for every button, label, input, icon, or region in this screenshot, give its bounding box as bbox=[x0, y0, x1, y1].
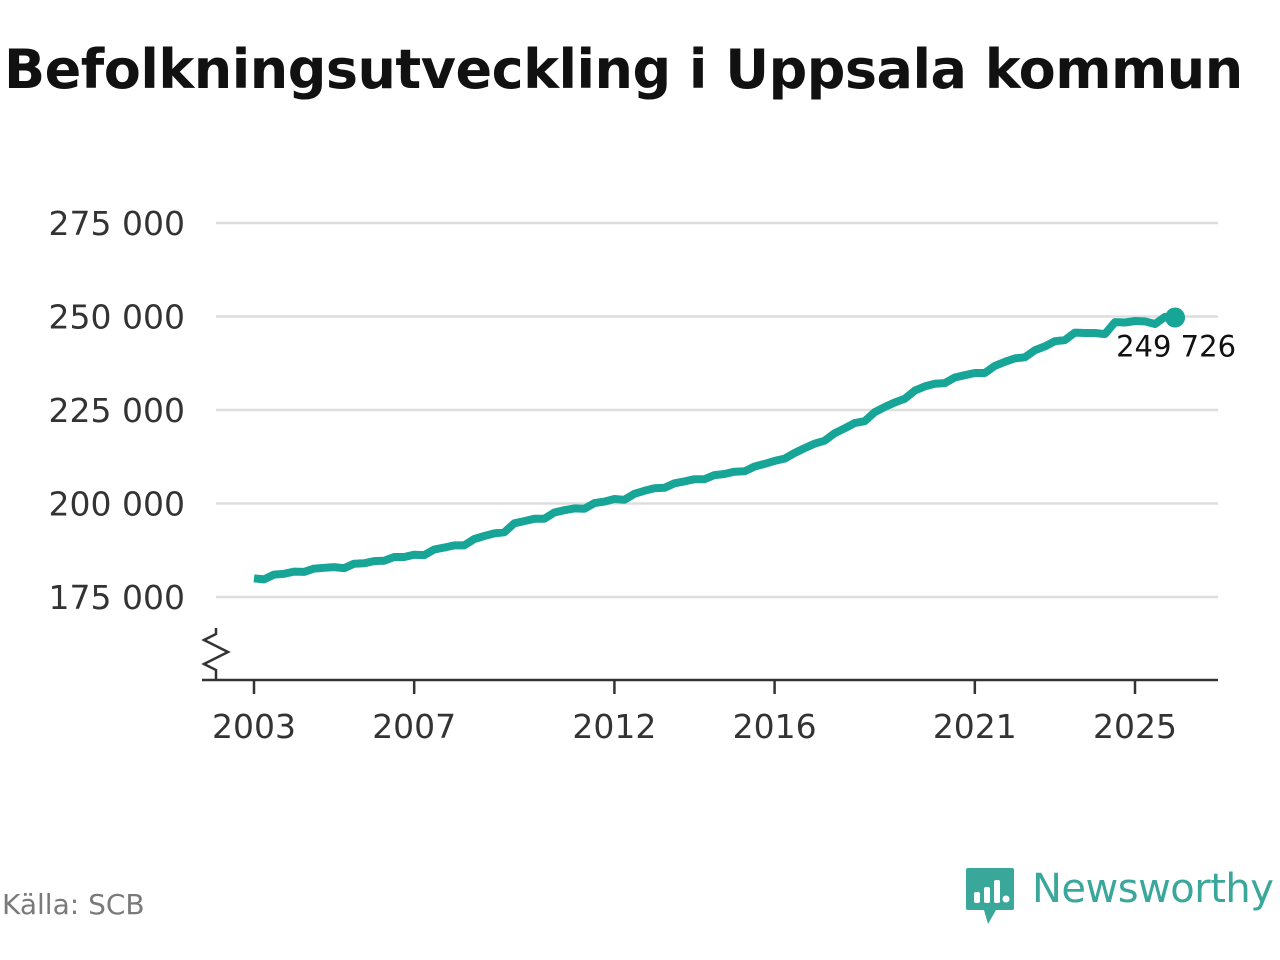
newsworthy-logo-icon bbox=[966, 868, 1014, 924]
x-tick-label: 2003 bbox=[212, 707, 296, 746]
x-axis: 2003 2007 2012 2016 2021 2025 bbox=[202, 678, 1218, 746]
x-tick-label: 2016 bbox=[733, 707, 817, 746]
y-tick-label: 200 000 bbox=[49, 485, 185, 524]
y-axis: 175 000 200 000 225 000 250 000 275 000 bbox=[49, 204, 231, 680]
axis-break-icon bbox=[201, 628, 231, 680]
y-tick-label: 250 000 bbox=[49, 298, 185, 337]
source-note: Källa: SCB bbox=[2, 888, 145, 921]
brand-logo: Newsworthy bbox=[964, 866, 1274, 926]
plot-series: 249 726 bbox=[253, 307, 1239, 584]
y-tick-label: 225 000 bbox=[49, 391, 185, 430]
x-tick-label: 2007 bbox=[372, 707, 456, 746]
y-tick-label: 175 000 bbox=[49, 578, 185, 617]
x-tick-label: 2025 bbox=[1093, 707, 1177, 746]
x-tick-label: 2021 bbox=[933, 707, 1017, 746]
series-line bbox=[253, 312, 1176, 584]
chart-title: Befolkningsutveckling i Uppsala kommun bbox=[4, 38, 1243, 101]
x-tick-label: 2012 bbox=[572, 707, 656, 746]
gridlines bbox=[216, 221, 1218, 599]
brand-name: Newsworthy bbox=[1032, 866, 1274, 912]
end-value-label: 249 726 bbox=[1116, 330, 1236, 364]
end-point-marker bbox=[1165, 307, 1186, 328]
y-tick-label: 275 000 bbox=[49, 204, 185, 243]
